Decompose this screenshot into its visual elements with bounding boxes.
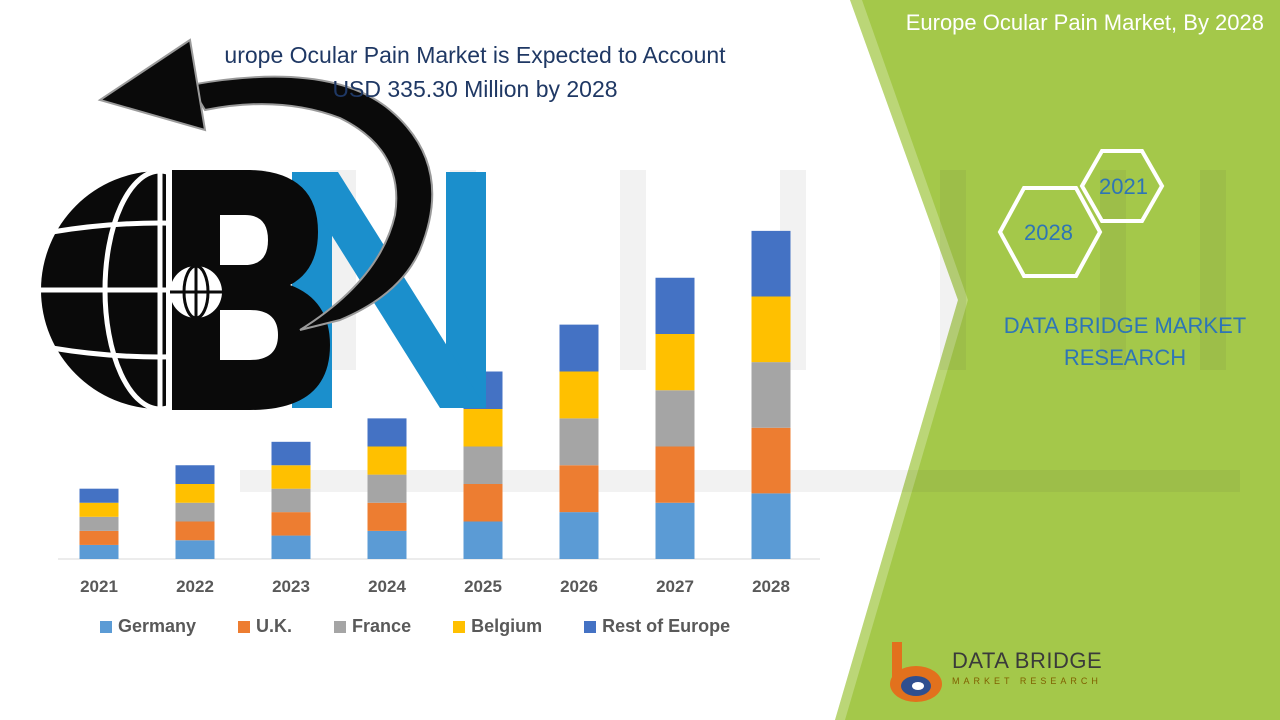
hexagon-label-2021: 2021	[1099, 174, 1148, 199]
bar-2021-belgium	[79, 502, 119, 517]
bar-2026-u-k	[559, 465, 599, 513]
green-panel-highlight	[835, 0, 968, 720]
legend-swatch	[584, 620, 597, 633]
bar-2028-rest-of-europe	[751, 230, 791, 297]
bar-2028-u-k	[751, 427, 791, 494]
curved-arrow-icon	[97, 38, 434, 331]
footer-brand-name: DATA BRIDGE	[952, 648, 1103, 673]
legend-swatch	[334, 620, 347, 633]
legend-item-germany: Germany	[100, 616, 196, 637]
chart-title: urope Ocular Pain Market is Expected to …	[150, 38, 800, 106]
bar-2026-rest-of-europe	[559, 324, 599, 372]
bar-2026-germany	[559, 512, 599, 559]
bar-2025-u-k	[463, 484, 503, 522]
bar-2021-france	[79, 516, 119, 531]
legend-swatch	[453, 620, 466, 633]
bar-2022-france	[175, 502, 215, 522]
green-panel	[835, 0, 1280, 720]
bar-2025-belgium	[463, 409, 503, 447]
bar-2023-belgium	[271, 465, 311, 489]
chart-legend: Germany U.K. France Belgium Rest of Euro…	[100, 616, 772, 637]
legend-label: Belgium	[471, 616, 543, 636]
legend-swatch	[238, 620, 251, 633]
bar-2024-rest-of-europe	[367, 418, 407, 447]
bar-2027-germany	[655, 502, 695, 559]
bar-2023-france	[271, 488, 311, 513]
hexagon-label-2028: 2028	[1024, 220, 1073, 245]
legend-label: Rest of Europe	[602, 616, 731, 636]
bar-2022-germany	[175, 540, 215, 559]
legend-label: U.K.	[256, 616, 293, 636]
bar-2024-france	[367, 474, 407, 503]
hexagon-badges	[997, 149, 1165, 278]
bar-2027-france	[655, 390, 695, 447]
bar-2022-rest-of-europe	[175, 465, 215, 484]
legend-item-uk: U.K.	[238, 616, 292, 637]
bar-2027-rest-of-europe	[655, 277, 695, 334]
panel-title: Europe Ocular Pain Market, By 2028	[905, 10, 1264, 35]
legend-label: Germany	[118, 616, 197, 636]
bar-2025-france	[463, 446, 503, 484]
bar-2022-u-k	[175, 521, 215, 541]
bar-2027-u-k	[655, 446, 695, 503]
bar-2026-belgium	[559, 371, 599, 419]
x-tick-label-2027: 2027	[656, 577, 694, 596]
x-tick-label-2026: 2026	[560, 577, 598, 596]
headline-line-1: urope Ocular Pain Market is Expected to …	[224, 42, 726, 68]
bar-2023-germany	[271, 535, 311, 559]
legend-swatch	[100, 620, 112, 633]
bar-2021-rest-of-europe	[79, 488, 119, 503]
x-tick-label-2023: 2023	[272, 577, 310, 596]
globe-icon	[41, 168, 330, 412]
x-tick-label-2028: 2028	[752, 577, 790, 596]
bar-2028-belgium	[751, 296, 791, 363]
bar-2024-belgium	[367, 446, 407, 475]
x-tick-label-2021: 2021	[80, 577, 118, 596]
bar-2025-germany	[463, 521, 503, 559]
x-tick-label-2024: 2024	[368, 577, 406, 596]
bars-group	[79, 230, 791, 559]
x-tick-labels: 2021 2022 2023 2024 2025 2026 2027 2028	[80, 577, 790, 596]
bar-2028-germany	[751, 493, 791, 559]
hexagon-2028	[997, 186, 1103, 278]
bar-2023-rest-of-europe	[271, 441, 311, 466]
headline-line-2: USD 335.30 Million by 2028	[332, 76, 618, 102]
bar-2026-france	[559, 418, 599, 466]
hexagon-2021	[1079, 149, 1165, 223]
x-tick-label-2022: 2022	[176, 577, 214, 596]
bar-2023-u-k	[271, 512, 311, 536]
legend-item-rest-of-europe: Rest of Europe	[584, 616, 730, 637]
bar-2024-germany	[367, 530, 407, 559]
footer-brand-subtitle: MARKET RESEARCH	[952, 676, 1102, 686]
legend-item-belgium: Belgium	[453, 616, 542, 637]
bar-2021-u-k	[79, 530, 119, 545]
bar-2022-belgium	[175, 484, 215, 503]
bar-2021-germany	[79, 544, 119, 559]
bar-2024-u-k	[367, 502, 407, 531]
bar-2028-france	[751, 362, 791, 428]
legend-item-france: France	[334, 616, 411, 637]
legend-label: France	[352, 616, 412, 636]
bar-2027-belgium	[655, 334, 695, 391]
data-bridge-logo-icon	[890, 642, 942, 702]
brand-name: DATA BRIDGE MARKET RESEARCH	[1003, 313, 1247, 370]
x-tick-label-2025: 2025	[464, 577, 502, 596]
